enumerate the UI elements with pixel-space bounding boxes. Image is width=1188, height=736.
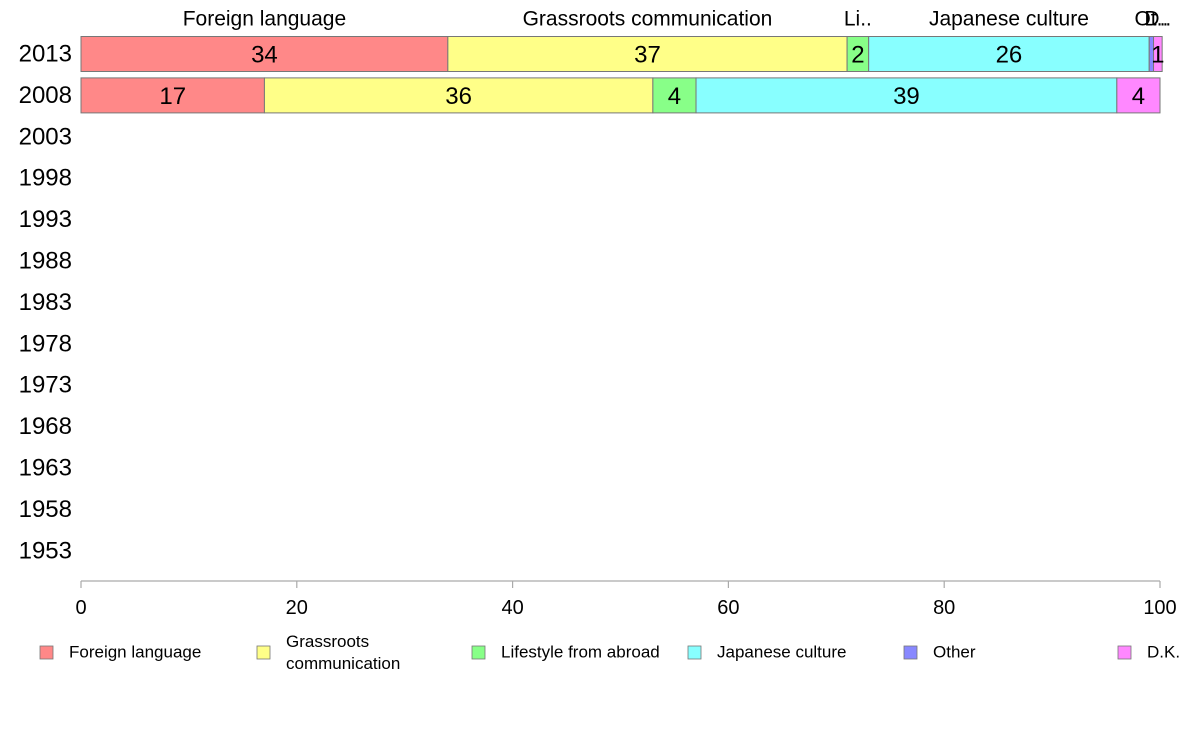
top-series-label: Japanese culture bbox=[929, 8, 1089, 31]
data-label: 34 bbox=[251, 42, 278, 69]
legend-label: Japanese culture bbox=[717, 643, 846, 662]
top-series-label: Li.. bbox=[844, 8, 872, 31]
legend-label: Other bbox=[933, 643, 976, 662]
y-tick-label: 2003 bbox=[19, 123, 72, 150]
bar-segment bbox=[447, 36, 848, 72]
x-tick-label: 40 bbox=[501, 597, 523, 619]
legend-swatch bbox=[39, 645, 54, 660]
data-label: 4 bbox=[668, 83, 681, 110]
y-tick-label: 1993 bbox=[19, 206, 72, 233]
bar-segment bbox=[695, 77, 1118, 114]
x-tick-label: 80 bbox=[933, 597, 955, 619]
bar-segment bbox=[1153, 36, 1163, 72]
bar-segment bbox=[652, 77, 697, 114]
x-tick-label: 20 bbox=[286, 597, 308, 619]
data-label: 37 bbox=[634, 42, 661, 69]
legend-label: Lifestyle from abroad bbox=[501, 643, 660, 662]
bar-segment bbox=[868, 36, 1150, 72]
x-tick-label: 60 bbox=[717, 597, 739, 619]
y-tick-label: 1978 bbox=[19, 330, 72, 357]
data-label: 26 bbox=[996, 42, 1023, 69]
x-tick-label: 0 bbox=[75, 597, 86, 619]
y-tick-label: 2013 bbox=[19, 41, 72, 68]
y-tick-label: 1988 bbox=[19, 248, 72, 275]
legend-swatch bbox=[687, 645, 702, 660]
y-tick-label: 1973 bbox=[19, 372, 72, 399]
data-label: 2 bbox=[851, 42, 864, 69]
top-series-label: D.. bbox=[1144, 8, 1171, 31]
legend-swatch bbox=[903, 645, 918, 660]
top-series-label: Grassroots communication bbox=[523, 8, 773, 31]
data-label: 39 bbox=[893, 83, 920, 110]
legend-swatch bbox=[256, 645, 271, 660]
legend-label: Grassroots communication bbox=[286, 632, 400, 673]
y-tick-label: 1953 bbox=[19, 537, 72, 564]
y-tick-label: 1958 bbox=[19, 496, 72, 523]
y-tick-label: 1968 bbox=[19, 413, 72, 440]
y-axis-labels: 2013 2008 2003 1998 1993 1988 1983 1978 1973 1968… bbox=[19, 41, 72, 565]
y-tick-label: 1983 bbox=[19, 289, 72, 316]
x-tick-label: 100 bbox=[1143, 597, 1176, 619]
bars: 34 37 2 26 1 17 36 4 39 4 bbox=[80, 36, 1165, 114]
x-axis: 0 20 40 60 80 100 bbox=[75, 580, 1177, 619]
y-tick-label: 1998 bbox=[19, 165, 72, 192]
top-series-labels: Foreign language Grassroots communication… bbox=[183, 8, 1172, 31]
data-label: 4 bbox=[1132, 83, 1145, 110]
top-series-label: Foreign language bbox=[183, 8, 346, 31]
top-series-label: Ot.. bbox=[1134, 8, 1168, 31]
legend-label: D.K. bbox=[1147, 643, 1180, 662]
bar-segment bbox=[1116, 77, 1161, 114]
y-tick-label: 1963 bbox=[19, 455, 72, 482]
data-label: 36 bbox=[445, 83, 472, 110]
legend-swatch bbox=[1117, 645, 1132, 660]
legend: Foreign language Grassroots communication L… bbox=[39, 632, 1180, 673]
data-label: 17 bbox=[159, 83, 186, 110]
y-tick-label: 2008 bbox=[19, 82, 72, 109]
legend-label: Foreign language bbox=[69, 643, 201, 662]
data-label: 1 bbox=[1151, 42, 1164, 69]
legend-swatch bbox=[471, 645, 486, 660]
